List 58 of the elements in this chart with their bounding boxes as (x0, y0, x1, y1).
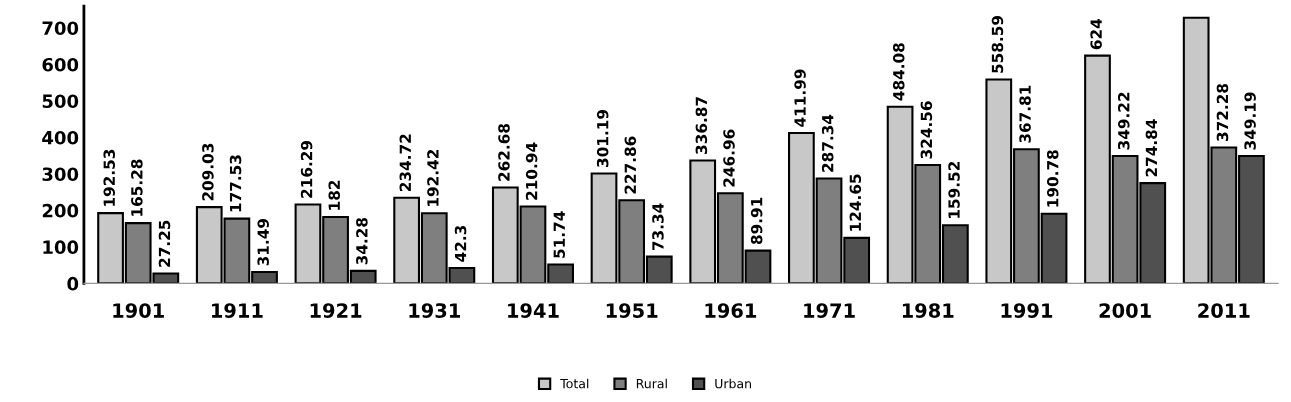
data-label: 27.25 (158, 220, 171, 267)
x-tick-label: 2001 (1099, 303, 1151, 318)
data-label: 324.56 (920, 101, 933, 159)
y-tick-label: 400 (42, 130, 79, 145)
data-label: 234.72 (399, 134, 412, 191)
data-label: 124.65 (849, 174, 862, 231)
data-label: 216.29 (300, 140, 313, 198)
y-tick-label: 200 (42, 203, 79, 218)
data-label: 336.87 (695, 97, 708, 154)
data-label: 192.42 (427, 150, 439, 206)
x-tick-label: 1971 (804, 303, 855, 318)
x-tick-label: 1951 (606, 303, 658, 318)
x-tick-label: 1981 (902, 303, 954, 318)
data-label: 165.28 (131, 159, 143, 216)
legend-label: Total (560, 378, 589, 389)
data-label: 51.74 (553, 211, 566, 258)
data-label: 210.94 (525, 142, 538, 200)
y-tick-label: 300 (42, 167, 79, 182)
y-tick-label: 0 (67, 276, 79, 291)
data-label: 624 (1090, 18, 1102, 50)
data-label: 42.3 (454, 225, 467, 262)
legend-label: Rural (636, 378, 667, 389)
data-label: 558.59 (991, 16, 1004, 73)
data-label: 484.08 (892, 43, 905, 101)
data-label: 159.52 (948, 162, 960, 218)
data-label: 73.34 (652, 203, 664, 251)
data-label: 31.49 (257, 219, 269, 266)
data-label: 192.53 (103, 149, 115, 206)
data-label: 274.84 (1145, 119, 1158, 177)
data-label: 89.91 (750, 197, 763, 245)
y-tick-label: 700 (42, 21, 79, 36)
x-tick-label: 1911 (212, 303, 263, 318)
data-label: 349.22 (1117, 92, 1130, 150)
data-label: 287.34 (821, 114, 834, 172)
y-tick-label: 100 (43, 240, 79, 255)
data-label: 182 (328, 180, 341, 210)
x-tick-label: 1991 (1001, 303, 1053, 318)
x-tick-label: 1961 (705, 303, 757, 318)
data-label: 411.99 (794, 69, 806, 127)
data-label: 190.78 (1046, 150, 1059, 207)
data-label: 349.19 (1244, 92, 1256, 150)
y-tick-label: 600 (42, 57, 79, 72)
data-label: 367.81 (1019, 85, 1031, 143)
x-tick-label: 1921 (310, 303, 362, 318)
x-tick-label: 1901 (113, 303, 164, 318)
y-tick-label: 500 (42, 94, 79, 109)
data-label: 246.96 (723, 129, 735, 187)
data-label: 262.68 (498, 123, 510, 181)
data-label: 34.28 (356, 217, 368, 265)
data-label: 372.28 (1216, 83, 1229, 141)
data-label: 301.19 (596, 109, 609, 167)
x-tick-label: 1941 (508, 303, 559, 318)
legend-label: Urban (715, 378, 751, 389)
x-tick-label: 1931 (409, 303, 460, 318)
data-label: 227.86 (624, 136, 637, 194)
data-label: 209.03 (202, 143, 214, 201)
x-tick-label: 2011 (1198, 303, 1250, 318)
data-label: 177.53 (229, 155, 242, 212)
